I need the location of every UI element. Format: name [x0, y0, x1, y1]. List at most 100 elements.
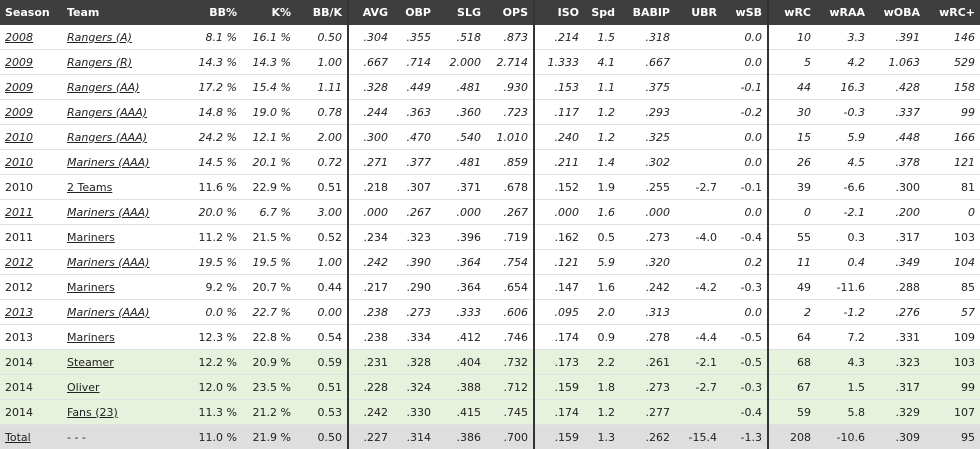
column-header-wsb[interactable]: wSB	[722, 0, 768, 25]
column-header-wrc-[interactable]: wRC+	[925, 0, 980, 25]
team-link[interactable]: Rangers (AAA)	[67, 106, 147, 119]
column-header-bb-k[interactable]: BB/K	[296, 0, 348, 25]
cell-wraa: -0.3	[816, 100, 870, 125]
cell-season: 2010	[0, 150, 62, 175]
column-header-woba[interactable]: wOBA	[870, 0, 925, 25]
column-header-season[interactable]: Season	[0, 0, 62, 25]
column-header-wraa[interactable]: wRAA	[816, 0, 870, 25]
cell-avg: .231	[348, 350, 393, 375]
cell-wsb: 0.0	[722, 25, 768, 50]
column-header-slg[interactable]: SLG	[436, 0, 486, 25]
cell-wrc: 59	[768, 400, 816, 425]
cell-wrc: 0	[768, 200, 816, 225]
cell-wsb: -0.5	[722, 350, 768, 375]
season-link[interactable]: 2012	[5, 256, 33, 269]
cell-wsb: 0.0	[722, 300, 768, 325]
cell-team: Fans (23)	[62, 400, 187, 425]
season-link[interactable]: 2008	[5, 31, 33, 44]
cell-wrc: 5	[768, 50, 816, 75]
cell-iso: .214	[534, 25, 584, 50]
cell-slg: .481	[436, 75, 486, 100]
cell-obp: .714	[393, 50, 436, 75]
cell-obp: .355	[393, 25, 436, 50]
season-link[interactable]: 2009	[5, 56, 33, 69]
team-link[interactable]: Mariners (AAA)	[67, 156, 149, 169]
cell-ops: 1.010	[486, 125, 534, 150]
cell-wrc-: 57	[925, 300, 980, 325]
cell-spd: 1.8	[584, 375, 620, 400]
team-link[interactable]: Oliver	[67, 381, 100, 394]
cell-iso: .153	[534, 75, 584, 100]
season-link[interactable]: 2011	[5, 206, 33, 219]
cell-ops: .746	[486, 325, 534, 350]
cell-slg: .364	[436, 275, 486, 300]
team-link[interactable]: Mariners	[67, 281, 115, 294]
cell-iso: .173	[534, 350, 584, 375]
cell-iso: .152	[534, 175, 584, 200]
column-header-iso[interactable]: ISO	[534, 0, 584, 25]
team-link[interactable]: Steamer	[67, 356, 114, 369]
cell-spd: 1.2	[584, 125, 620, 150]
team-link[interactable]: Mariners (AAA)	[67, 206, 149, 219]
cell-spd: 0.9	[584, 325, 620, 350]
cell-season: 2014	[0, 400, 62, 425]
column-header-babip[interactable]: BABIP	[620, 0, 675, 25]
cell-wraa: 4.5	[816, 150, 870, 175]
cell-wrc: 15	[768, 125, 816, 150]
cell-wrc-: 107	[925, 400, 980, 425]
season-link[interactable]: Total	[5, 431, 31, 444]
cell-iso: .162	[534, 225, 584, 250]
cell-season: 2013	[0, 325, 62, 350]
cell-wraa: 0.3	[816, 225, 870, 250]
season-link[interactable]: 2010	[5, 131, 33, 144]
cell-avg: .238	[348, 325, 393, 350]
cell-bb-: 0.0 %	[187, 300, 242, 325]
cell-team: Rangers (R)	[62, 50, 187, 75]
team-link[interactable]: Rangers (R)	[67, 56, 132, 69]
season-link[interactable]: 2009	[5, 106, 33, 119]
cell-iso: .147	[534, 275, 584, 300]
column-header-k-[interactable]: K%	[242, 0, 296, 25]
column-header-team[interactable]: Team	[62, 0, 187, 25]
cell-obp: .330	[393, 400, 436, 425]
cell-bb-k: 1.00	[296, 250, 348, 275]
column-header-avg[interactable]: AVG	[348, 0, 393, 25]
cell-wrc-: 166	[925, 125, 980, 150]
cell-wrc-: 146	[925, 25, 980, 50]
column-header-spd[interactable]: Spd	[584, 0, 620, 25]
team-link[interactable]: Rangers (A)	[67, 31, 132, 44]
team-link[interactable]: Fans (23)	[67, 406, 118, 419]
cell-season: 2012	[0, 275, 62, 300]
season-link[interactable]: 2010	[5, 156, 33, 169]
cell-iso: .121	[534, 250, 584, 275]
team-link[interactable]: Mariners (AAA)	[67, 306, 149, 319]
team-link[interactable]: Mariners	[67, 331, 115, 344]
column-header-wrc[interactable]: wRC	[768, 0, 816, 25]
cell-spd: 1.4	[584, 150, 620, 175]
season-link[interactable]: 2009	[5, 81, 33, 94]
season-link[interactable]: 2013	[5, 306, 33, 319]
cell-spd: 1.1	[584, 75, 620, 100]
cell-wrc-: 121	[925, 150, 980, 175]
team-link[interactable]: Rangers (AA)	[67, 81, 140, 94]
cell-wraa: 4.3	[816, 350, 870, 375]
column-header-ubr[interactable]: UBR	[675, 0, 722, 25]
cell-woba: .329	[870, 400, 925, 425]
cell-wrc-: 103	[925, 225, 980, 250]
cell-k-: 14.3 %	[242, 50, 296, 75]
team-link[interactable]: Mariners	[67, 231, 115, 244]
team-link[interactable]: Rangers (AAA)	[67, 131, 147, 144]
column-header-obp[interactable]: OBP	[393, 0, 436, 25]
cell-wrc: 30	[768, 100, 816, 125]
team-link[interactable]: Mariners (AAA)	[67, 256, 149, 269]
cell-iso: 1.333	[534, 50, 584, 75]
cell-spd: 0.5	[584, 225, 620, 250]
column-header-bb-[interactable]: BB%	[187, 0, 242, 25]
cell-team: Mariners (AAA)	[62, 150, 187, 175]
team-link[interactable]: 2 Teams	[67, 181, 112, 194]
column-header-ops[interactable]: OPS	[486, 0, 534, 25]
